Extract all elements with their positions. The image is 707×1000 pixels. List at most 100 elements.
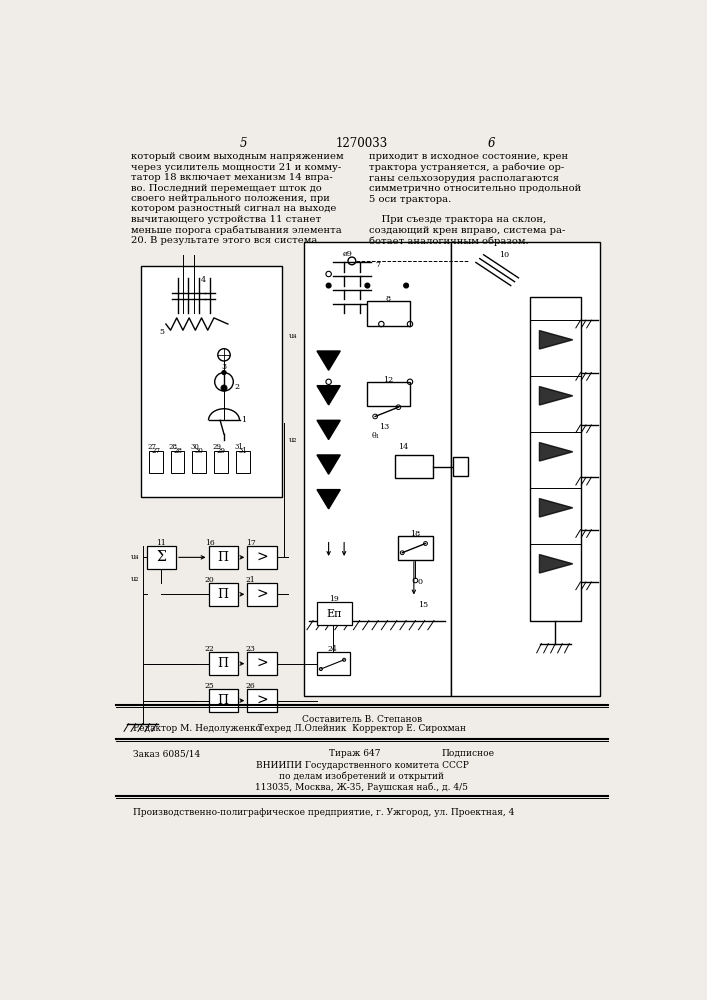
Circle shape — [222, 371, 226, 374]
Text: П: П — [218, 657, 229, 670]
Text: u₄: u₄ — [288, 332, 297, 340]
Bar — [247, 689, 276, 712]
Bar — [304, 242, 451, 696]
Text: 29: 29 — [216, 447, 226, 455]
Bar — [209, 583, 238, 606]
Text: 30: 30 — [194, 447, 204, 455]
Text: 23: 23 — [246, 645, 255, 653]
Circle shape — [404, 283, 409, 288]
Bar — [170, 451, 185, 473]
Text: Техред Л.Олейник  Корректор Е. Сирохман: Техред Л.Олейник Корректор Е. Сирохман — [258, 724, 466, 733]
Text: 5: 5 — [240, 137, 247, 150]
Polygon shape — [317, 386, 340, 405]
Bar — [214, 451, 228, 473]
Polygon shape — [539, 443, 573, 461]
Text: 113035, Москва, Ж-35, Раушская наб., д. 4/5: 113035, Москва, Ж-35, Раушская наб., д. … — [255, 782, 469, 792]
Bar — [398, 536, 433, 560]
Text: 7: 7 — [375, 261, 380, 269]
Bar — [247, 546, 276, 569]
Text: 30: 30 — [191, 443, 199, 451]
Text: 26: 26 — [246, 682, 255, 690]
Text: 13: 13 — [379, 423, 390, 431]
Text: >: > — [256, 657, 268, 671]
Text: Σ: Σ — [156, 550, 166, 564]
Text: П: П — [218, 588, 229, 601]
Text: 11: 11 — [156, 539, 166, 547]
Polygon shape — [317, 420, 340, 440]
Text: 10: 10 — [499, 251, 509, 259]
Text: 31: 31 — [234, 443, 243, 451]
Text: ø9: ø9 — [343, 250, 353, 258]
Bar — [451, 242, 600, 696]
Text: 17: 17 — [246, 539, 255, 547]
Polygon shape — [317, 351, 340, 370]
Text: 27: 27 — [151, 447, 160, 455]
Bar — [149, 451, 163, 473]
Text: 5: 5 — [160, 328, 165, 336]
Text: >: > — [256, 550, 268, 564]
Text: >: > — [256, 694, 268, 708]
Text: 22: 22 — [204, 645, 214, 653]
Text: Тираж 647: Тираж 647 — [329, 749, 380, 758]
Polygon shape — [539, 555, 573, 573]
Polygon shape — [317, 455, 340, 474]
Text: П: П — [218, 694, 229, 707]
Text: 2: 2 — [235, 383, 240, 391]
Circle shape — [327, 283, 331, 288]
Bar — [247, 583, 276, 606]
Bar — [395, 455, 433, 478]
Polygon shape — [539, 331, 573, 349]
Text: 0: 0 — [418, 578, 423, 586]
Text: по делам изобретений и открытий: по делам изобретений и открытий — [279, 771, 445, 781]
Text: 25: 25 — [204, 682, 214, 690]
Circle shape — [365, 283, 370, 288]
Text: θ₁: θ₁ — [371, 432, 379, 440]
Text: 1: 1 — [241, 416, 246, 424]
Bar — [317, 602, 352, 625]
Text: Составитель В. Степанов: Составитель В. Степанов — [302, 715, 422, 724]
Text: ВНИИПИ Государственного комитета СССР: ВНИИПИ Государственного комитета СССР — [255, 761, 469, 770]
Bar — [452, 457, 468, 476]
Circle shape — [221, 385, 227, 391]
Text: 28: 28 — [173, 447, 182, 455]
Text: Производственно-полиграфическое предприятие, г. Ужгород, ул. Проектная, 4: Производственно-полиграфическое предприя… — [134, 808, 515, 817]
Polygon shape — [539, 387, 573, 405]
Text: 15: 15 — [418, 601, 428, 609]
Text: 28: 28 — [169, 443, 178, 451]
Text: 8: 8 — [386, 295, 391, 303]
Text: Заказ 6085/14: Заказ 6085/14 — [134, 749, 201, 758]
Bar — [247, 652, 276, 675]
Text: 18: 18 — [410, 530, 421, 538]
Text: >: > — [256, 587, 268, 601]
Polygon shape — [539, 499, 573, 517]
Text: 31: 31 — [238, 447, 247, 455]
Bar — [192, 451, 206, 473]
Text: 19: 19 — [329, 595, 339, 603]
Bar — [317, 652, 351, 675]
Text: 4: 4 — [201, 276, 206, 284]
Text: u₂: u₂ — [288, 436, 297, 444]
Text: который своим выходным напряжением
через усилитель мощности 21 и комму-
татор 18: который своим выходным напряжением через… — [131, 152, 344, 245]
Text: 27: 27 — [147, 443, 156, 451]
Text: приходит в исходное состояние, крен
трактора устраняется, а рабочие ор-
ганы сел: приходит в исходное состояние, крен трак… — [369, 152, 581, 246]
Text: Eп: Eп — [327, 609, 341, 619]
Text: u₂: u₂ — [131, 575, 139, 583]
Text: 14: 14 — [398, 443, 409, 451]
Bar — [146, 546, 176, 569]
Bar — [368, 382, 410, 406]
Text: 16: 16 — [204, 539, 214, 547]
Text: Подписное: Подписное — [441, 749, 494, 758]
Polygon shape — [317, 490, 340, 509]
Text: 20: 20 — [204, 576, 214, 584]
Text: 24: 24 — [327, 645, 337, 653]
Bar — [368, 301, 410, 326]
Text: П: П — [218, 551, 229, 564]
Bar — [530, 297, 580, 620]
Text: u₄: u₄ — [131, 553, 139, 561]
Text: 29: 29 — [212, 443, 221, 451]
Text: 1270033: 1270033 — [336, 137, 388, 150]
Bar — [209, 546, 238, 569]
Bar — [209, 652, 238, 675]
Bar — [141, 266, 282, 497]
Text: 6: 6 — [488, 137, 495, 150]
